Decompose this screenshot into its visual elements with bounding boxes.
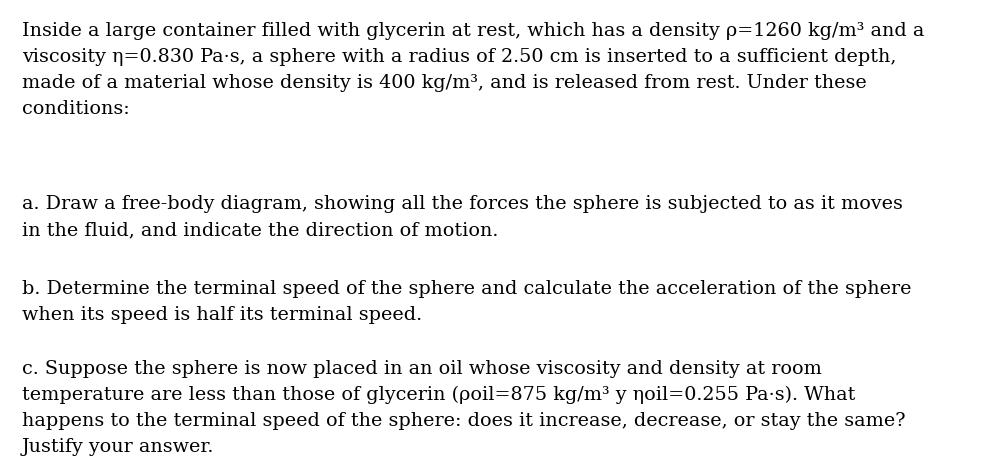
Text: conditions:: conditions: — [22, 100, 130, 118]
Text: Inside a large container filled with glycerin at rest, which has a density ρ=126: Inside a large container filled with gly… — [22, 22, 925, 40]
Text: viscosity η=0.830 Pa·s, a sphere with a radius of 2.50 cm is inserted to a suffi: viscosity η=0.830 Pa·s, a sphere with a … — [22, 48, 896, 66]
Text: temperature are less than those of glycerin (ρoil=875 kg/m³ y ηoil=0.255 Pa·s). : temperature are less than those of glyce… — [22, 386, 856, 404]
Text: c. Suppose the sphere is now placed in an oil whose viscosity and density at roo: c. Suppose the sphere is now placed in a… — [22, 360, 822, 378]
Text: a. Draw a free-body diagram, showing all the forces the sphere is subjected to a: a. Draw a free-body diagram, showing all… — [22, 195, 903, 213]
Text: when its speed is half its terminal speed.: when its speed is half its terminal spee… — [22, 306, 422, 324]
Text: in the fluid, and indicate the direction of motion.: in the fluid, and indicate the direction… — [22, 221, 498, 239]
Text: made of a material whose density is 400 kg/m³, and is released from rest. Under : made of a material whose density is 400 … — [22, 74, 867, 92]
Text: b. Determine the terminal speed of the sphere and calculate the acceleration of : b. Determine the terminal speed of the s… — [22, 280, 911, 298]
Text: Justify your answer.: Justify your answer. — [22, 438, 214, 456]
Text: happens to the terminal speed of the sphere: does it increase, decrease, or stay: happens to the terminal speed of the sph… — [22, 412, 905, 430]
